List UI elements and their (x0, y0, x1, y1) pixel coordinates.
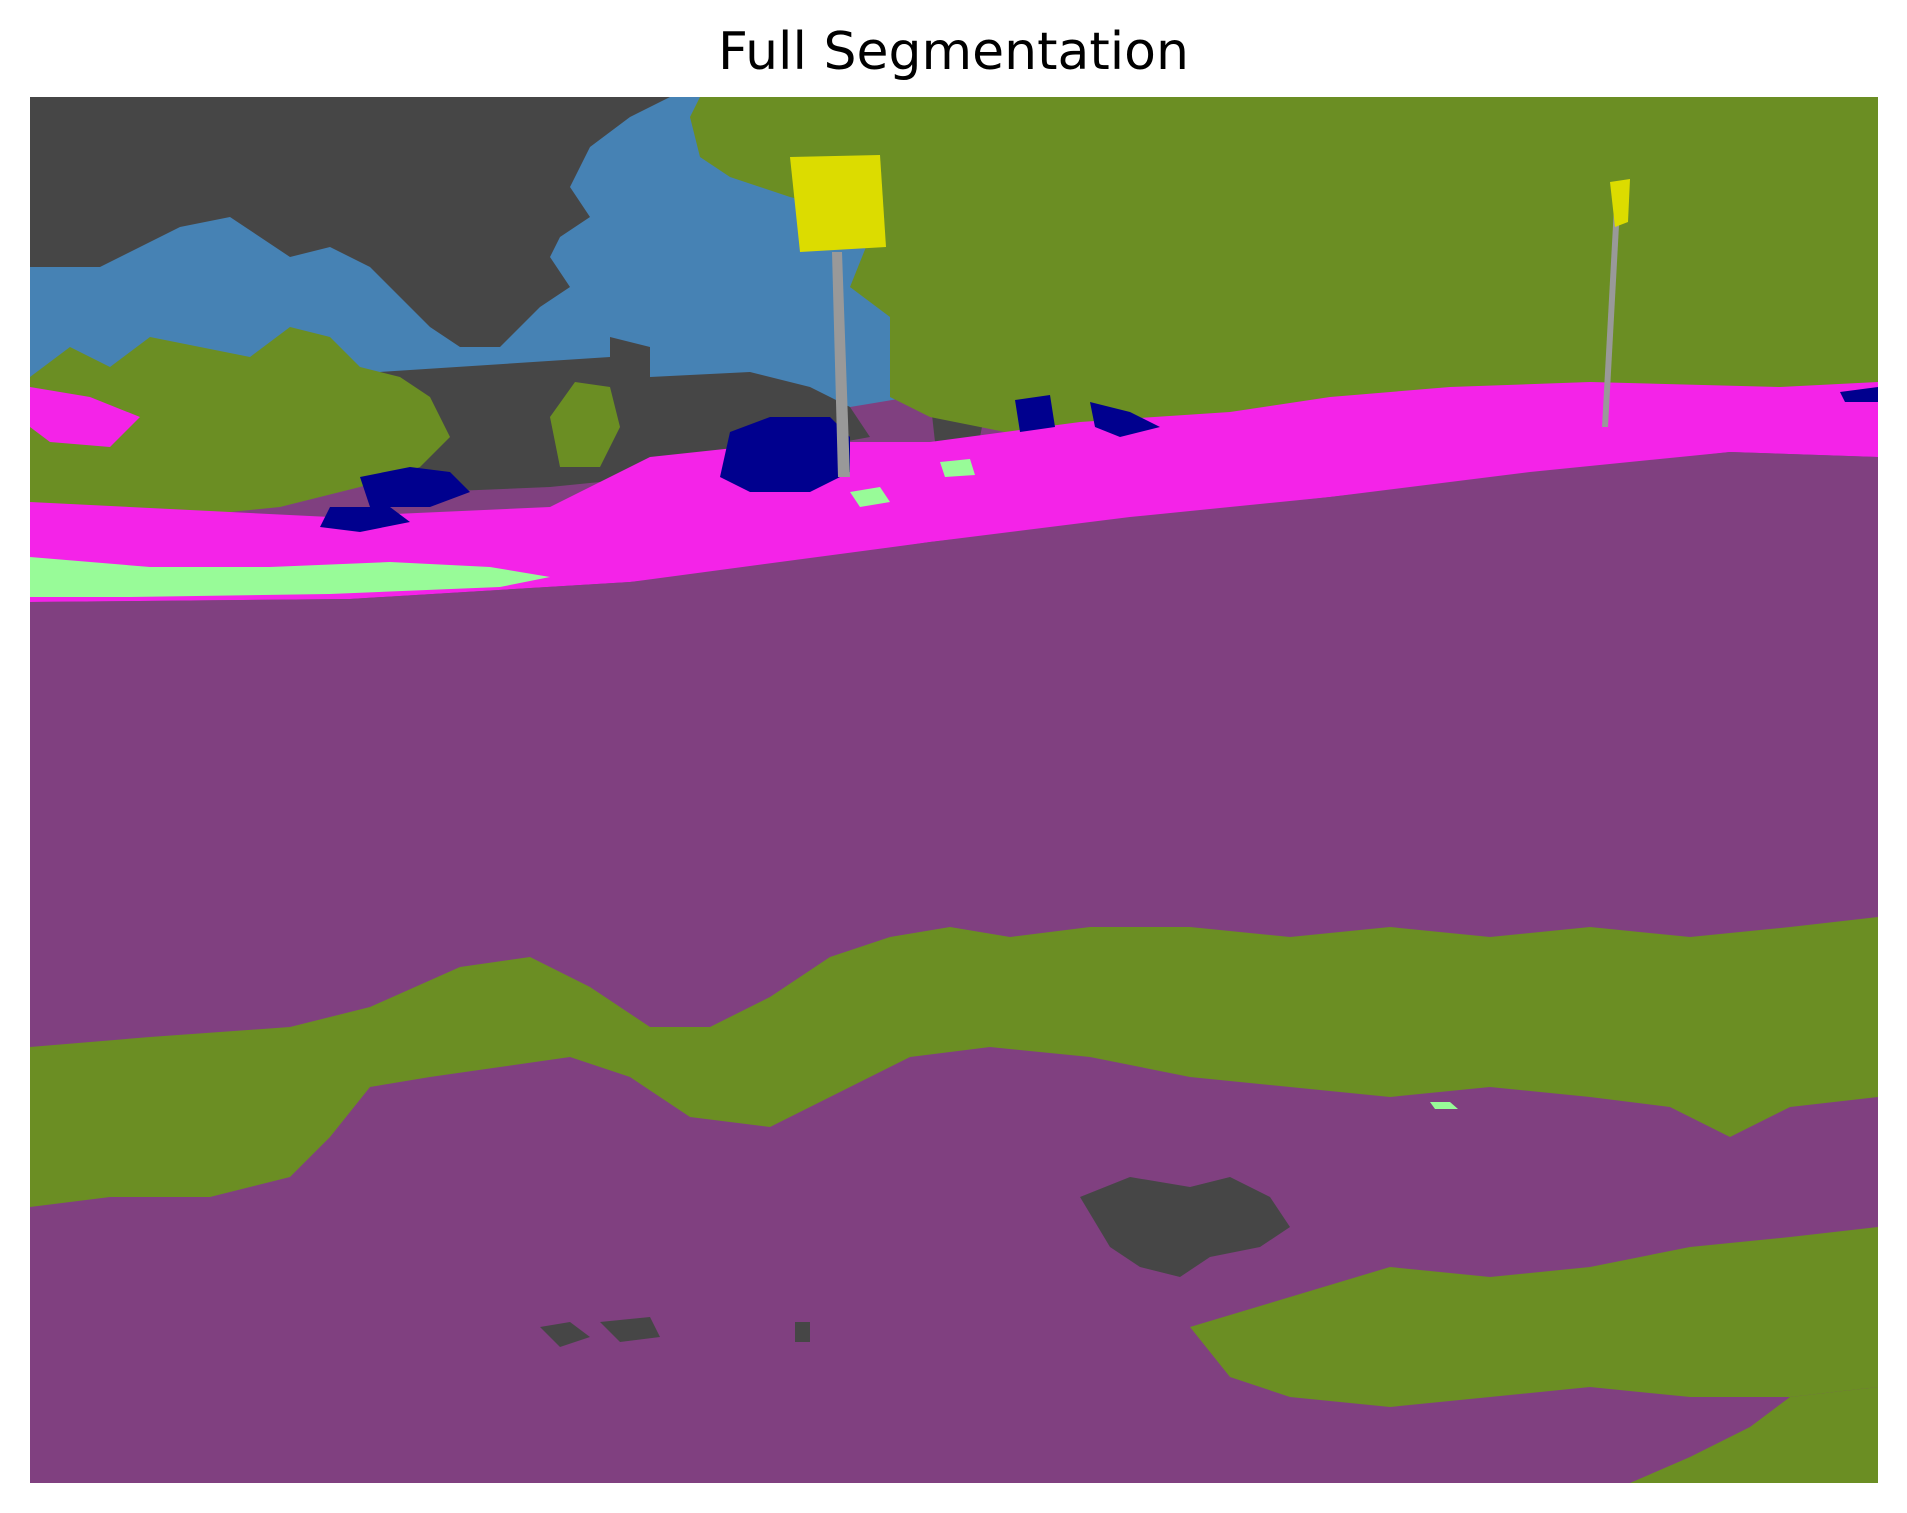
traffic-sign-right (1610, 179, 1630, 227)
vegetation-road-band-1 (30, 917, 1878, 1207)
car-left-1 (360, 467, 470, 507)
car-center (720, 417, 850, 492)
terrain-bit-3 (1430, 1102, 1458, 1109)
car-right-1 (1015, 395, 1055, 432)
building-patch-road (1080, 1177, 1290, 1277)
building-patch-road-small-3 (795, 1322, 810, 1342)
vegetation-canopy (690, 97, 1878, 447)
vegetation-road-band-2 (1190, 1227, 1878, 1407)
vegetation-tree-center (550, 382, 620, 467)
car-right-3 (1840, 387, 1878, 402)
terrain-bit-2 (940, 459, 975, 477)
sidewalk-left (30, 387, 140, 447)
car-right-2 (1090, 402, 1160, 437)
terrain-bit-1 (850, 487, 890, 507)
traffic-sign-center (790, 155, 886, 252)
building-region-upper-left (30, 97, 670, 347)
figure-title: Full Segmentation (718, 22, 1189, 82)
building-patch-road-small-1 (540, 1322, 590, 1347)
car-left-2 (320, 507, 410, 532)
vegetation-road-band-3 (1630, 1387, 1878, 1483)
terrain-strip-left (30, 557, 550, 597)
building-patch-road-small-2 (600, 1317, 660, 1342)
pole-sign-center (832, 252, 850, 477)
pole-sign-right (1602, 207, 1620, 427)
sidewalk-band (30, 382, 1878, 602)
segmentation-image (30, 97, 1878, 1483)
vegetation-left (30, 327, 450, 517)
